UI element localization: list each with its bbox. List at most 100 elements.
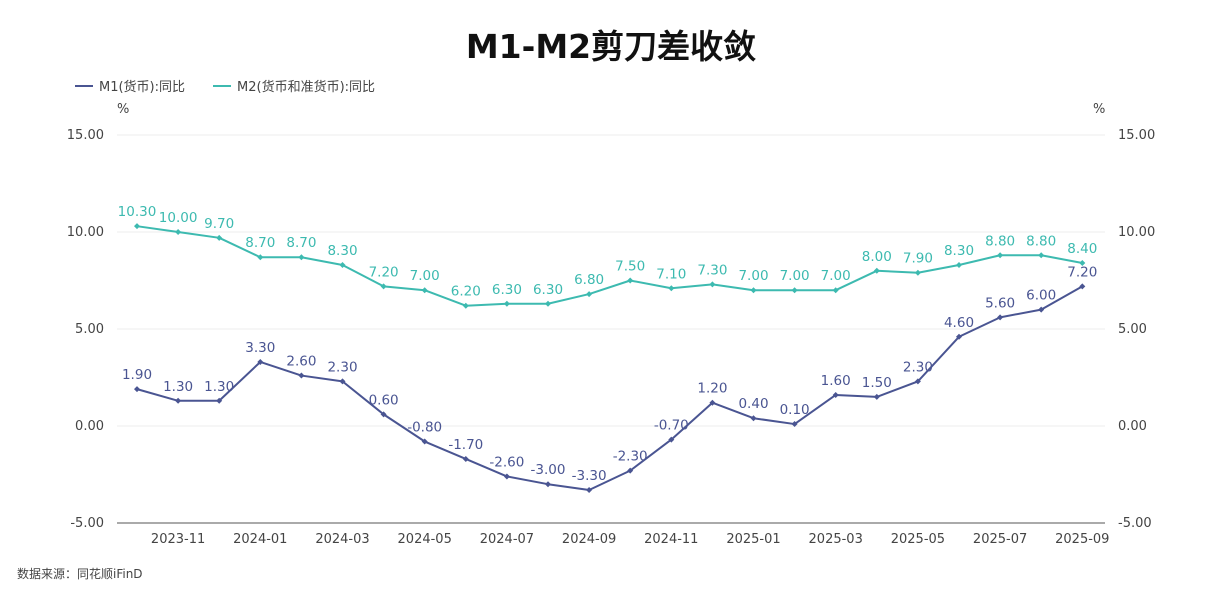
data-point-m2 [545, 300, 551, 307]
data-label-m2: 10.30 [118, 204, 157, 220]
data-label-m2: 7.10 [656, 266, 686, 282]
data-point-m1 [298, 372, 305, 379]
x-tick-label: 2024-03 [315, 532, 369, 547]
data-label-m1: 6.00 [1026, 288, 1056, 304]
y-tick-label-right: 0.00 [1118, 419, 1147, 434]
data-point-m1 [462, 455, 469, 462]
data-point-m1 [175, 397, 182, 404]
data-point-m1 [668, 436, 675, 443]
data-point-m2 [668, 285, 675, 292]
data-point-m2 [421, 287, 428, 294]
legend-item-m2[interactable]: M2(货币和准货币):同比 [213, 76, 375, 95]
y-tick-label-left: -5.00 [70, 516, 104, 531]
data-label-m1: 1.60 [821, 373, 851, 389]
data-label-m1: 2.30 [327, 359, 357, 375]
y-unit-left: % [117, 102, 129, 117]
x-tick-label: 2024-11 [644, 532, 698, 547]
data-label-m1: 1.90 [122, 367, 152, 383]
data-point-m1 [1038, 306, 1045, 313]
data-label-m1: 0.60 [369, 392, 399, 408]
x-tick-label: 2025-05 [891, 532, 945, 547]
data-point-m2 [503, 300, 510, 307]
data-point-m1 [873, 393, 880, 400]
data-point-m2 [175, 229, 182, 235]
data-label-m1: 1.30 [163, 379, 193, 395]
data-label-m1: 1.20 [697, 381, 727, 397]
data-point-m1 [545, 481, 551, 488]
data-label-m2: 10.00 [159, 210, 198, 226]
data-point-m1 [586, 487, 593, 494]
data-label-m2: 8.30 [327, 243, 357, 259]
data-point-m2 [462, 302, 469, 309]
x-tick-label: 2024-05 [398, 532, 452, 547]
data-point-m2 [997, 252, 1004, 259]
data-point-m2 [339, 261, 346, 268]
data-label-m2: 8.70 [286, 235, 316, 251]
data-label-m2: 6.30 [533, 282, 563, 298]
series-line-m2 [136, 225, 1083, 307]
data-label-m1: -0.80 [407, 420, 442, 436]
y-unit-right: % [1093, 102, 1105, 117]
data-point-m1 [257, 358, 264, 365]
data-point-m1 [750, 415, 757, 422]
data-point-m2 [380, 283, 387, 290]
data-point-m1 [1079, 283, 1086, 290]
y-tick-label-left: 10.00 [67, 225, 104, 240]
data-label-m2: 6.80 [574, 272, 604, 288]
data-label-m2: 8.00 [862, 249, 892, 265]
data-point-m2 [216, 234, 223, 241]
legend-label-m1: M1(货币):同比 [99, 80, 186, 95]
data-point-m1 [709, 399, 716, 406]
data-label-m2: 8.70 [245, 235, 275, 251]
data-label-m1: 5.60 [985, 295, 1015, 311]
data-point-m1 [134, 386, 140, 393]
y-tick-label-right: 10.00 [1118, 225, 1155, 240]
data-point-m1 [216, 397, 223, 404]
data-point-m2 [627, 277, 634, 284]
data-point-m1 [791, 421, 798, 428]
data-label-m1: -1.70 [448, 437, 483, 453]
data-label-m2: 7.00 [738, 268, 768, 284]
chart-title: M1-M2剪刀差收敛 [465, 27, 757, 66]
data-point-m2 [709, 281, 716, 288]
data-label-m2: 7.50 [615, 259, 645, 275]
data-label-m1: 1.30 [204, 379, 234, 395]
x-tick-label: 2023-11 [151, 532, 205, 547]
legend-swatch-m2 [213, 84, 232, 87]
data-point-m1 [421, 438, 428, 445]
data-point-m2 [956, 261, 962, 268]
data-label-m1: 0.40 [738, 396, 768, 412]
data-label-m2: 8.40 [1067, 241, 1097, 257]
x-tick-label: 2025-09 [1055, 532, 1109, 547]
data-point-m2 [832, 287, 839, 294]
data-point-m2 [298, 254, 305, 261]
legend-item-m1[interactable]: M1(货币):同比 [75, 76, 185, 95]
data-point-m2 [134, 223, 140, 230]
data-point-m2 [750, 287, 757, 294]
data-label-m1: 1.50 [862, 375, 892, 391]
data-label-m2: 6.30 [492, 282, 522, 298]
data-point-m1 [914, 378, 921, 385]
data-label-m2: 6.20 [451, 284, 481, 300]
data-label-m2: 7.00 [821, 268, 851, 284]
series-line-m1 [136, 285, 1083, 492]
data-label-m2: 8.80 [1026, 233, 1056, 249]
data-point-m2 [1079, 260, 1086, 267]
data-label-m2: 7.00 [410, 268, 440, 284]
y-tick-label-left: 15.00 [67, 128, 104, 143]
x-tick-label: 2024-09 [562, 532, 616, 547]
data-label-m1: -3.00 [531, 462, 566, 478]
data-label-m2: 7.30 [697, 262, 727, 278]
data-label-m1: 2.30 [903, 359, 933, 375]
data-point-m2 [257, 254, 264, 261]
data-label-m1: -0.70 [654, 418, 689, 434]
data-label-m1: 4.60 [944, 315, 974, 331]
data-point-m1 [956, 333, 962, 340]
x-tick-label: 2024-07 [480, 532, 534, 547]
y-tick-label-right: -5.00 [1118, 516, 1152, 531]
x-tick-label: 2025-03 [809, 532, 863, 547]
y-tick-label-left: 5.00 [75, 322, 104, 337]
legend: M1(货币):同比 M2(货币和准货币):同比 [75, 76, 375, 95]
data-label-m2: 8.30 [944, 243, 974, 259]
